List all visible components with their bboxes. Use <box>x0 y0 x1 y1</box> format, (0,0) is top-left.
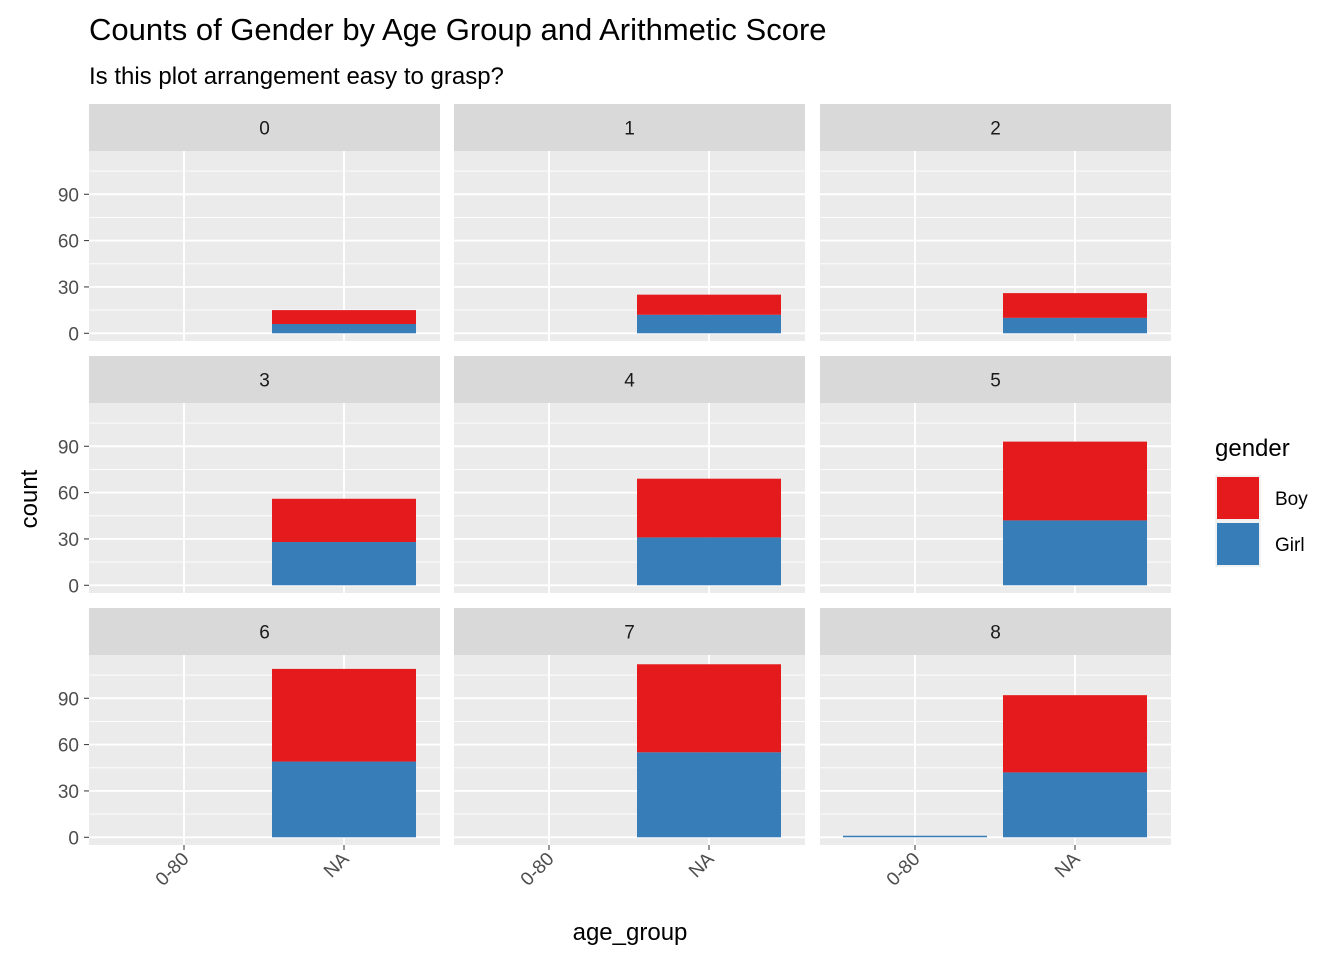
y-tick-label: 30 <box>58 278 79 299</box>
x-tick-label: NA <box>320 848 354 882</box>
legend-label-boy: Boy <box>1275 489 1308 510</box>
y-tick-label: 0 <box>68 576 79 597</box>
legend: gender Boy Girl <box>1215 435 1308 567</box>
bar-girl <box>272 324 416 334</box>
y-tick-label: 90 <box>58 185 79 206</box>
facet-panel-5: 5 <box>820 356 1171 593</box>
bar-girl <box>843 835 987 838</box>
y-axis-title: count <box>16 469 43 528</box>
facet-strip <box>454 608 805 655</box>
bar-boy <box>272 310 416 325</box>
facet-strip-label: 5 <box>990 371 1001 392</box>
facet-strip <box>454 356 805 403</box>
facet-strip <box>454 104 805 151</box>
bar-boy <box>1003 441 1147 521</box>
bar-girl <box>637 537 781 586</box>
y-tick-label: 0 <box>68 324 79 345</box>
y-tick-label: 60 <box>58 484 79 505</box>
facet-strip <box>820 356 1171 403</box>
facet-panel-1: 1 <box>454 104 805 341</box>
facet-strip-label: 1 <box>624 119 635 140</box>
y-tick-label: 30 <box>58 782 79 803</box>
bar-girl <box>272 761 416 838</box>
facet-strip-label: 2 <box>990 119 1001 140</box>
bar-boy <box>1003 293 1147 318</box>
y-tick-label: 90 <box>58 689 79 710</box>
legend-key-boy <box>1217 477 1259 519</box>
legend-key-girl <box>1217 523 1259 565</box>
chart-title: Counts of Gender by Age Group and Arithm… <box>89 12 827 47</box>
bar-boy <box>272 668 416 762</box>
bar-girl <box>1003 317 1147 334</box>
x-tick-label: 0-80 <box>152 849 194 891</box>
facet-strip-label: 7 <box>624 623 635 644</box>
facet-strip-label: 6 <box>259 623 270 644</box>
x-tick-label: 0-80 <box>517 849 559 891</box>
facet-panel-4: 4 <box>454 356 805 593</box>
bar-girl <box>637 314 781 334</box>
bar-girl <box>637 752 781 838</box>
facet-strip <box>89 104 440 151</box>
bar-boy <box>1003 695 1147 773</box>
y-tick-label: 90 <box>58 437 79 458</box>
y-tick-label: 60 <box>58 232 79 253</box>
bar-boy <box>637 478 781 538</box>
legend-title: gender <box>1215 435 1290 462</box>
facet-panel-8: 8 0-80 NA <box>820 608 1171 890</box>
chart-subtitle: Is this plot arrangement easy to grasp? <box>89 63 504 90</box>
bar-boy <box>637 294 781 315</box>
facet-strip-label: 4 <box>624 371 635 392</box>
facet-strip-label: 3 <box>259 371 270 392</box>
y-tick-label: 0 <box>68 828 79 849</box>
x-tick-label: NA <box>685 848 719 882</box>
y-tick-label: 30 <box>58 530 79 551</box>
facet-strip-label: 8 <box>990 623 1001 644</box>
x-axis-title: age_group <box>573 919 688 946</box>
y-tick-label: 60 <box>58 736 79 757</box>
facet-strip <box>89 356 440 403</box>
bar-girl <box>1003 772 1147 838</box>
bar-girl <box>272 542 416 586</box>
facet-panel-2: 2 <box>820 104 1171 341</box>
x-tick-label: 0-80 <box>883 849 925 891</box>
x-tick-label: NA <box>1051 848 1085 882</box>
facet-panel-7: 7 0-80 NA <box>454 608 805 890</box>
legend-label-girl: Girl <box>1275 535 1305 556</box>
facet-strip <box>820 104 1171 151</box>
panel-background <box>89 151 440 341</box>
bar-boy <box>637 664 781 753</box>
facet-strip <box>89 608 440 655</box>
bar-girl <box>1003 520 1147 586</box>
facet-panel-0: 0 0 30 60 90 <box>58 104 440 345</box>
facet-strip-label: 0 <box>259 119 270 140</box>
facet-strip <box>820 608 1171 655</box>
bar-boy <box>272 498 416 543</box>
